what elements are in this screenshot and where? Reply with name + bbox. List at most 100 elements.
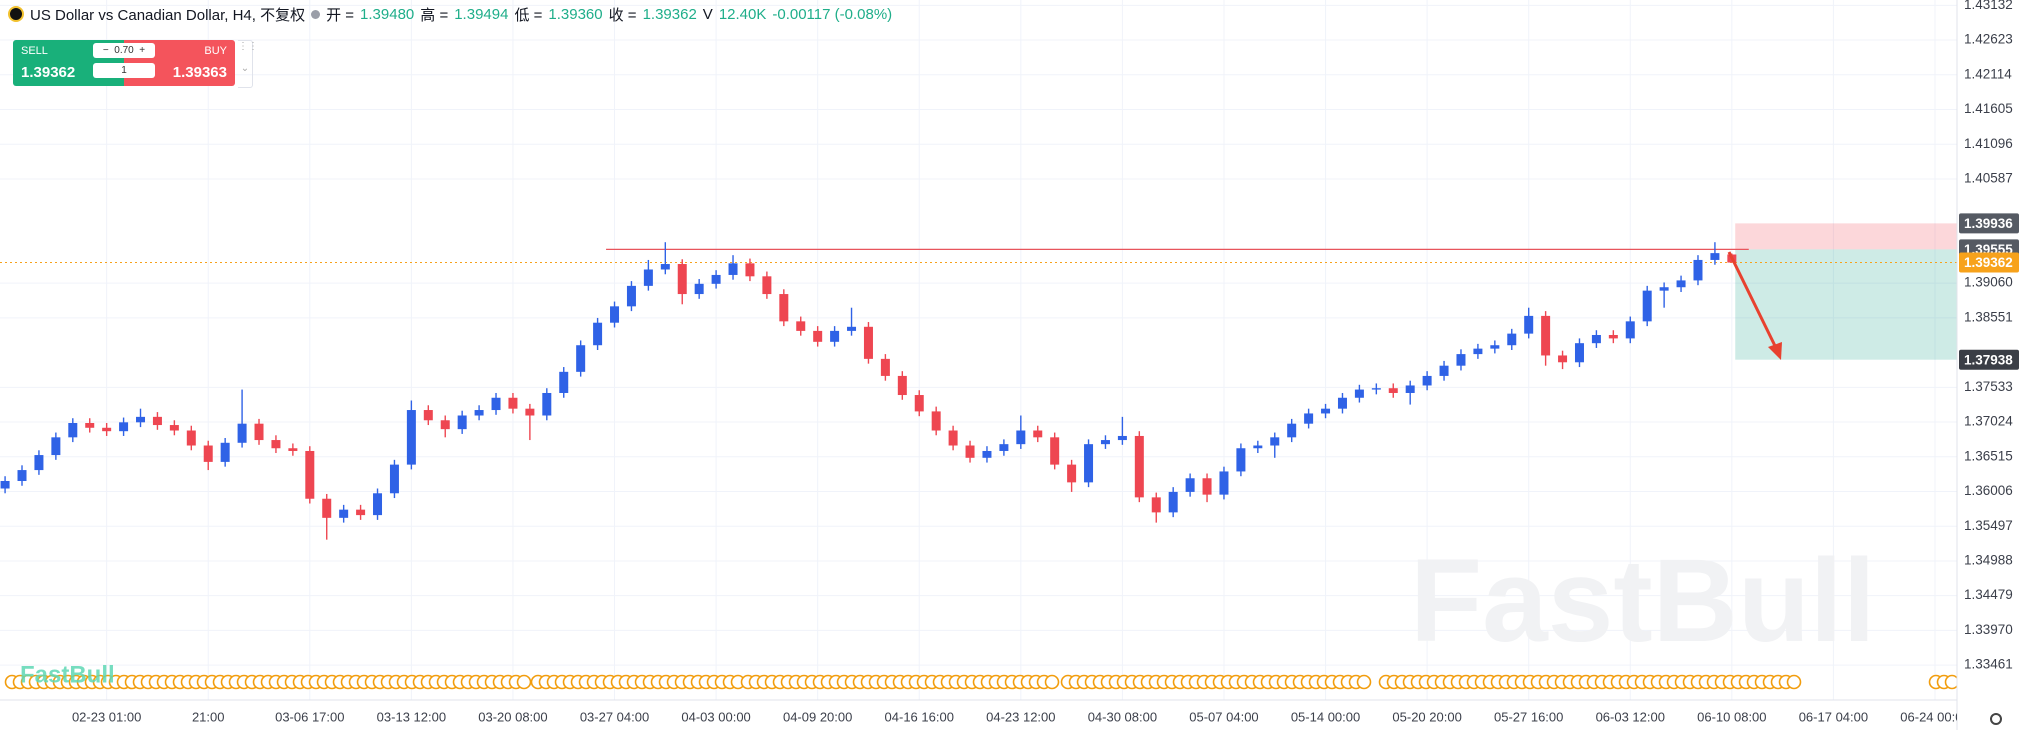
candle-body bbox=[119, 422, 129, 432]
candle-body bbox=[457, 415, 467, 430]
settings-icon[interactable] bbox=[1990, 713, 2002, 725]
candle-body bbox=[1287, 423, 1297, 438]
candle-body bbox=[1608, 334, 1618, 339]
y-tick-label: 1.38551 bbox=[1964, 309, 2013, 324]
candle-body bbox=[356, 509, 366, 516]
high-label: 高 = bbox=[420, 6, 449, 24]
logo: FastBull bbox=[20, 661, 115, 688]
candle-body bbox=[660, 264, 670, 270]
arrow bbox=[1727, 251, 1782, 360]
candle-body bbox=[643, 269, 653, 286]
candle-body bbox=[830, 330, 840, 342]
last-price-label-box bbox=[1959, 252, 2019, 273]
low-label: 低 = bbox=[514, 6, 543, 24]
trade-widget: SELL 1.39362 BUY 1.39363 − 0.70 + 1 bbox=[13, 40, 235, 86]
buy-price: 1.39363 bbox=[172, 64, 227, 81]
sell-price: 1.39362 bbox=[21, 64, 76, 81]
symbol: US Dollar vs Canadian Dollar, H4, 不复权 bbox=[30, 6, 306, 24]
x-tick-label: 05-07 04:00 bbox=[1189, 709, 1258, 724]
candle-body bbox=[1321, 408, 1331, 414]
candle-body bbox=[1134, 435, 1144, 498]
target-label-box bbox=[1959, 349, 2019, 370]
candle-body bbox=[1304, 413, 1314, 424]
watermark: FastBull bbox=[1410, 535, 1876, 667]
x-tick-label: 03-06 17:00 bbox=[275, 709, 344, 724]
candle-body bbox=[220, 442, 230, 462]
candle-body bbox=[610, 306, 620, 323]
candle-body bbox=[1625, 321, 1635, 339]
volume-label: V bbox=[702, 5, 713, 23]
target-zone bbox=[1735, 249, 1957, 360]
x-tick-label: 06-10 08:00 bbox=[1697, 709, 1766, 724]
candle-body bbox=[491, 397, 501, 411]
x-tick-label: 06-17 04:00 bbox=[1799, 709, 1868, 724]
gear[interactable] bbox=[1990, 713, 2002, 725]
candle-body bbox=[677, 264, 687, 295]
x-tick-label: 21:00 bbox=[192, 709, 225, 724]
x-tick-label: 06-24 00:00 bbox=[1900, 709, 1969, 724]
y-tick-label: 1.36515 bbox=[1964, 448, 2013, 463]
y-tick-label: 1.41605 bbox=[1964, 101, 2013, 116]
candle-body bbox=[1558, 355, 1568, 363]
stop-label-box bbox=[1959, 213, 2019, 234]
arrow-shaft bbox=[1727, 251, 1780, 353]
widget-grip[interactable]: ⋮⋮ ⌄ bbox=[238, 40, 258, 88]
candle-body bbox=[1185, 478, 1195, 492]
x-tick-label: 04-16 16:00 bbox=[885, 709, 954, 724]
lot: 0.70 bbox=[114, 45, 134, 56]
event-marker bbox=[516, 674, 532, 690]
event-markers bbox=[4, 674, 1960, 690]
candle-body bbox=[85, 423, 95, 428]
close-value: 1.39362 bbox=[642, 5, 697, 23]
candle-body bbox=[779, 294, 789, 322]
candle-body bbox=[152, 416, 162, 426]
last-price-label: 1.39362 bbox=[1964, 255, 2013, 270]
candle-body bbox=[948, 430, 958, 446]
y-tick-label: 1.33461 bbox=[1964, 657, 2013, 672]
x-tick-label: 04-03 00:00 bbox=[681, 709, 750, 724]
candle-body bbox=[1100, 440, 1110, 445]
candle-body bbox=[474, 410, 484, 416]
candle-body bbox=[1388, 388, 1398, 393]
grid bbox=[0, 0, 1957, 700]
y-tick-label: 1.33970 bbox=[1964, 622, 2013, 637]
volume-value: 12.40K bbox=[718, 5, 767, 23]
candle-body bbox=[1253, 445, 1263, 449]
x-tick-label: 05-20 20:00 bbox=[1392, 709, 1461, 724]
quantity-input[interactable]: 1 bbox=[93, 63, 155, 78]
candle-body bbox=[1490, 345, 1500, 349]
x-tick-label: 03-20 08:00 bbox=[478, 709, 547, 724]
candle-body bbox=[373, 493, 383, 516]
candle-body bbox=[1270, 437, 1280, 446]
arrow-head bbox=[1768, 342, 1782, 360]
y-tick-label: 1.40587 bbox=[1964, 171, 2013, 186]
sell-label: SELL bbox=[21, 45, 48, 57]
candle-body bbox=[965, 445, 975, 458]
lot-controls: − 0.70 + 1 bbox=[93, 43, 155, 83]
candle-body bbox=[1541, 315, 1551, 356]
x-tick-label: 04-09 20:00 bbox=[783, 709, 852, 724]
target-label: 1.37938 bbox=[1964, 352, 2013, 367]
candle-body bbox=[1524, 315, 1534, 334]
candle-body bbox=[1710, 253, 1720, 260]
candle-body bbox=[1676, 280, 1686, 288]
y-tick-label: 1.42623 bbox=[1964, 32, 2013, 47]
candle-body bbox=[525, 408, 535, 416]
candle-body bbox=[626, 285, 636, 307]
axes: 1.43132 1.42623 1.42114 1.41605 1.41096 1.405… bbox=[1959, 0, 2019, 672]
candle-body bbox=[1574, 343, 1584, 363]
candle-body bbox=[694, 283, 704, 295]
x-tick-label: 04-23 12:00 bbox=[986, 709, 1055, 724]
lot-input[interactable]: − 0.70 + bbox=[93, 43, 155, 58]
x-tick-label: 05-27 16:00 bbox=[1494, 709, 1563, 724]
candle-body bbox=[305, 450, 315, 499]
x-tick-label: 05-14 00:00 bbox=[1291, 709, 1360, 724]
candle-body bbox=[1642, 290, 1652, 322]
candle-body bbox=[880, 358, 890, 376]
candle-body bbox=[508, 397, 518, 409]
stop-label: 1.39936 bbox=[1964, 216, 2013, 231]
time-labels: 02-23 01:00 21:00 03-06 17:00 03-13 12:00 03… bbox=[72, 709, 1969, 724]
candle-body bbox=[982, 450, 992, 458]
